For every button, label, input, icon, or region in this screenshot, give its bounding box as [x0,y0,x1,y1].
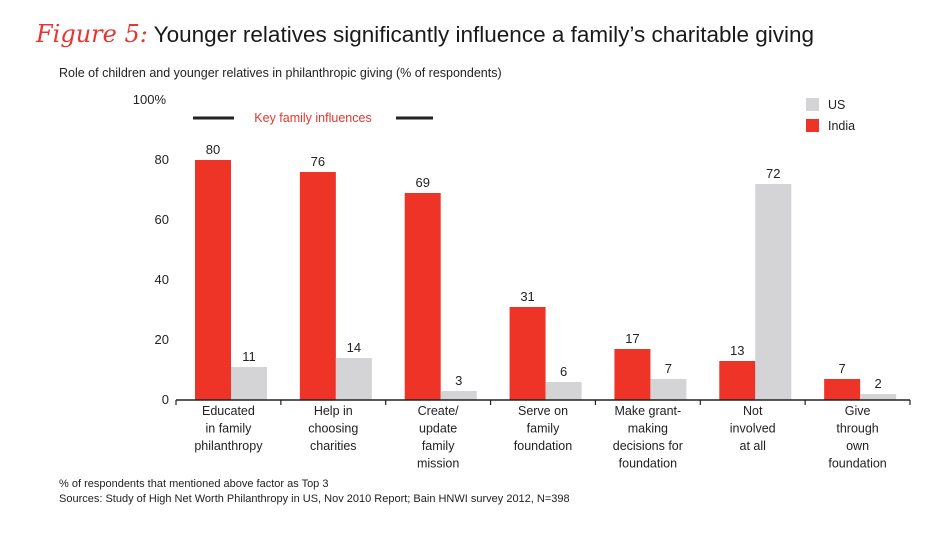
x-tick-label: Educated [202,404,255,418]
x-tick-label: decisions for [613,439,683,453]
title-text: Younger relatives significantly influenc… [153,22,815,47]
x-tick-label: involved [730,422,776,436]
legend-swatch-us [806,98,819,111]
legend-swatch-india [806,119,819,132]
bar-india [719,361,756,400]
bar-us [755,184,792,400]
footnote-sources: Sources: Study of High Net Worth Philant… [59,493,570,505]
data-label-us: 7 [665,361,672,376]
y-tick-label: 40 [155,272,169,287]
bar-india [824,379,861,400]
x-tick-label: Make grant- [615,404,682,418]
x-tick-label: foundation [514,439,572,453]
x-tick-label: mission [417,457,459,471]
data-label-india: 31 [520,289,534,304]
data-label-india: 17 [625,331,639,346]
data-label-us: 14 [347,340,361,355]
bar-india [195,160,231,400]
y-tick-label: 80 [155,152,169,167]
x-tick-label: Serve on [518,404,568,418]
x-tick-label: philanthropy [194,439,263,453]
data-label-india: 80 [206,142,220,157]
x-tick-label: foundation [828,457,886,471]
footnote-top3: % of respondents that mentioned above fa… [59,478,329,490]
bar-india [299,172,336,400]
x-tick-label: choosing [308,422,358,436]
data-label-us: 6 [560,364,567,379]
x-tick-label: update [419,422,457,436]
data-label-india: 13 [730,343,744,358]
data-label-us: 11 [242,349,256,364]
bar-us [545,382,582,400]
data-label-india: 76 [311,154,325,169]
y-tick-label: 0 [162,392,169,407]
x-tick-label: family [422,439,455,453]
x-tick-label: Give [845,404,871,418]
figure-label: Figure 5: [36,20,148,48]
data-label-us: 3 [455,373,462,388]
data-label-india: 69 [415,175,429,190]
bar-india [614,349,651,400]
x-tick-label: own [846,439,869,453]
x-tick-label: Not [743,404,763,418]
y-tick-label: 20 [155,332,169,347]
chart-title: Figure 5: Younger relatives significantl… [36,20,814,48]
legend-label-india: India [828,119,855,133]
bar-us [440,391,477,400]
chart-subtitle: Role of children and younger relatives i… [59,66,502,80]
y-tick-label: 60 [155,212,169,227]
x-tick-label: Help in [314,404,353,418]
x-tick-label: making [628,422,668,436]
bar-india [509,307,546,400]
bar-us [335,358,372,400]
x-tick-label: through [836,422,878,436]
annotation-key-family-influences: Key family influences [254,111,371,125]
legend-label-us: US [828,98,845,112]
bar-india [404,193,441,400]
x-tick-label: in family [206,422,253,436]
data-label-india: 7 [839,361,846,376]
x-tick-label: at all [740,439,766,453]
y-top-label: 100% [133,92,167,107]
x-tick-label: charities [310,439,357,453]
bar-us [231,367,267,400]
x-tick-label: Create/ [418,404,460,418]
bar-us [860,394,897,400]
data-label-us: 72 [766,166,780,181]
x-tick-label: foundation [619,457,677,471]
bar-us [650,379,687,400]
data-label-us: 2 [875,376,882,391]
x-tick-label: family [527,422,560,436]
